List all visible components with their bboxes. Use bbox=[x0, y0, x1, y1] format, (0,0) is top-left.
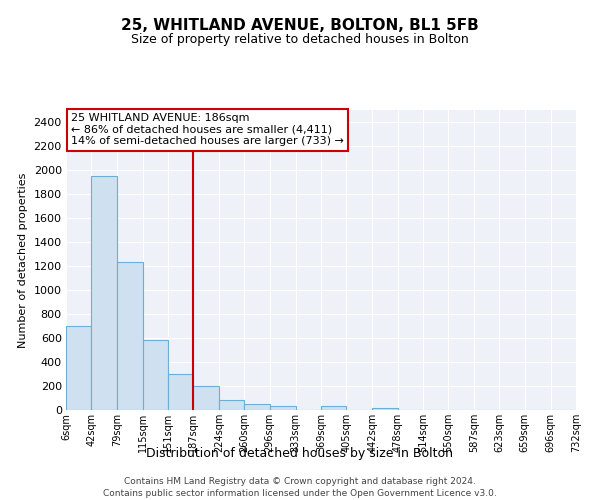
Bar bbox=[219, 400, 244, 410]
Bar bbox=[66, 326, 91, 410]
Bar bbox=[168, 374, 193, 410]
Text: Size of property relative to detached houses in Bolton: Size of property relative to detached ho… bbox=[131, 32, 469, 46]
Bar bbox=[270, 406, 296, 410]
Text: 25, WHITLAND AVENUE, BOLTON, BL1 5FB: 25, WHITLAND AVENUE, BOLTON, BL1 5FB bbox=[121, 18, 479, 32]
Text: Contains public sector information licensed under the Open Government Licence v3: Contains public sector information licen… bbox=[103, 489, 497, 498]
Y-axis label: Number of detached properties: Number of detached properties bbox=[18, 172, 28, 348]
Bar bbox=[193, 386, 219, 410]
Bar bbox=[91, 176, 117, 410]
Text: Distribution of detached houses by size in Bolton: Distribution of detached houses by size … bbox=[146, 448, 454, 460]
Bar bbox=[117, 262, 143, 410]
Text: 25 WHITLAND AVENUE: 186sqm
← 86% of detached houses are smaller (4,411)
14% of s: 25 WHITLAND AVENUE: 186sqm ← 86% of deta… bbox=[71, 113, 344, 146]
Text: Contains HM Land Registry data © Crown copyright and database right 2024.: Contains HM Land Registry data © Crown c… bbox=[124, 478, 476, 486]
Bar bbox=[372, 408, 398, 410]
Bar bbox=[321, 406, 346, 410]
Bar bbox=[244, 404, 270, 410]
Bar bbox=[143, 340, 168, 410]
